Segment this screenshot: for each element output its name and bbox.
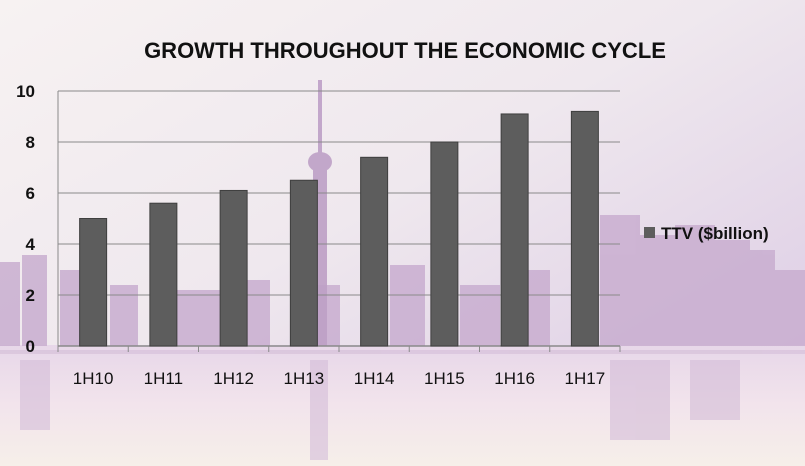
y-tick-label: 2	[26, 286, 35, 305]
gridlines	[57, 90, 621, 352]
y-tick-label: 10	[16, 82, 35, 101]
y-tick-label: 8	[26, 133, 35, 152]
legend: TTV ($billion)	[644, 224, 769, 243]
x-tick-label: 1H13	[284, 369, 325, 388]
bar-1h11	[149, 202, 178, 347]
y-tick-label: 6	[26, 184, 35, 203]
x-tick-label: 1H15	[424, 369, 465, 388]
x-tick-label: 1H11	[144, 369, 183, 388]
legend-label: TTV ($billion)	[661, 224, 769, 243]
x-axis-labels: 1H10 1H11 1H12 1H13 1H14 1H15 1H16 1H17	[73, 369, 605, 388]
y-tick-label: 4	[26, 235, 36, 254]
bar-1h15	[430, 141, 459, 347]
chart-title: GROWTH THROUGHOUT THE ECONOMIC CYCLE	[144, 38, 666, 63]
bars	[79, 110, 599, 347]
x-tick-label: 1H10	[73, 369, 114, 388]
legend-swatch	[644, 227, 655, 238]
x-tick-label: 1H14	[354, 369, 395, 388]
bar-1h12	[219, 189, 248, 347]
bar-1h17	[570, 110, 599, 347]
bar-1h14	[360, 156, 389, 347]
y-tick-label: 0	[26, 337, 35, 356]
x-tick-label: 1H16	[494, 369, 535, 388]
x-tick-label: 1H17	[565, 369, 606, 388]
bar-1h13	[289, 179, 318, 347]
bar-1h16	[500, 113, 529, 347]
y-axis-ticks: 0 2 4 6 8 10	[16, 82, 35, 356]
x-tick-label: 1H12	[213, 369, 254, 388]
bar-1h10	[79, 218, 108, 347]
